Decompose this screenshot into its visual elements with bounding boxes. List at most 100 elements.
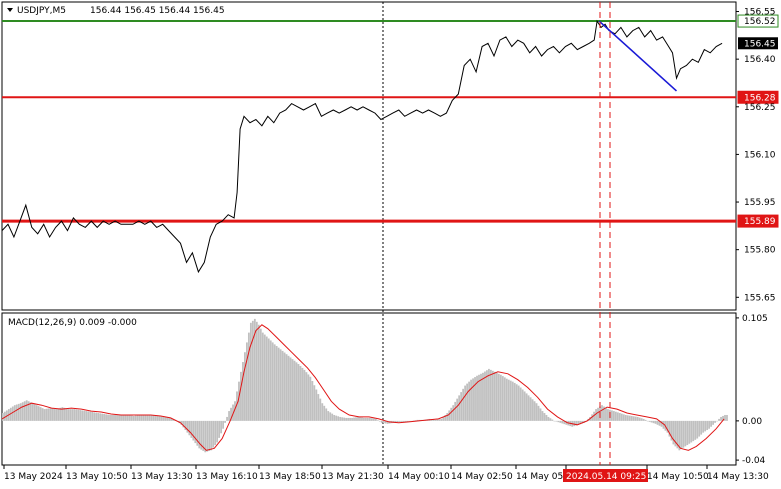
time-tick-label: 14 May 00:10 (388, 472, 450, 482)
macd-bar (130, 415, 133, 421)
macd-bar (545, 414, 548, 421)
blue-trendline (598, 20, 678, 92)
macd-bar (200, 420, 203, 450)
macd-bar (442, 416, 445, 421)
macd-bar (535, 403, 538, 421)
macd-bar (182, 420, 185, 428)
macd-bar (654, 420, 657, 424)
macd-bar (95, 412, 98, 421)
macd-bar (359, 417, 361, 421)
macd-bar (513, 382, 516, 421)
macd-bar (593, 411, 595, 421)
macd-bar (557, 420, 560, 423)
macd-bar (714, 420, 716, 423)
symbol-label: USDJPY,M5 (17, 6, 66, 16)
macd-bar (620, 413, 623, 421)
macd-bar (670, 420, 673, 441)
macd-bar (3, 411, 6, 421)
macd-bar (658, 420, 661, 426)
macd-bar (73, 409, 76, 421)
macd-bar (486, 370, 488, 421)
macd-bar (184, 420, 187, 431)
macd-bar (126, 414, 129, 421)
time-tick-label: 13 May 2024 (4, 472, 63, 482)
macd-bar (539, 408, 542, 421)
macd-bar (345, 417, 347, 421)
macd-bar (672, 420, 675, 445)
macd-bar (23, 401, 26, 421)
macd-bar (208, 420, 211, 451)
time-tick-label: 14 May 13:30 (707, 472, 769, 482)
macd-bar (646, 420, 649, 422)
macd-bar (382, 420, 385, 424)
macd-bar (291, 359, 294, 421)
macd-bar (57, 408, 60, 421)
macd-bar (436, 419, 439, 421)
macd-signal-line (1, 324, 725, 451)
macd-bar (162, 416, 165, 421)
macd-bar (180, 420, 183, 425)
price-tick-label: 156.10 (744, 150, 776, 160)
triangle-down-icon[interactable] (7, 8, 13, 12)
time-tick-label: 13 May 21:30 (322, 472, 384, 482)
macd-bar (138, 414, 141, 421)
macd-bar (484, 371, 486, 421)
macd-bar (263, 334, 266, 421)
macd-bar (614, 411, 617, 421)
macd-bar (281, 350, 284, 421)
macd-bar (432, 419, 435, 421)
macd-bar (607, 409, 609, 421)
macd-bar (444, 414, 447, 421)
macd-bar (351, 417, 353, 421)
macd-bar (238, 381, 240, 421)
macd-bar (91, 412, 94, 421)
macd-bar (650, 420, 653, 423)
macd-bar (343, 417, 346, 421)
macd-bar (59, 407, 62, 421)
macd-bar (547, 416, 550, 421)
macd-bar (616, 412, 619, 421)
price-level-label: 155.89 (744, 217, 776, 227)
macd-bar (61, 407, 64, 421)
macd-bar (450, 407, 453, 421)
macd-bar (210, 420, 213, 451)
macd-bar (53, 408, 56, 421)
macd-bar (29, 402, 32, 421)
macd-bar (523, 391, 526, 421)
macd-bar (702, 420, 705, 433)
macd-bar (712, 420, 714, 425)
macd-bar (363, 417, 365, 421)
macd-bar (454, 401, 457, 421)
macd-bar (218, 420, 221, 438)
macd-bar (353, 417, 355, 421)
macd-bar (716, 420, 718, 422)
macd-bar (214, 420, 217, 446)
macd-bar (674, 420, 677, 447)
macd-bar (692, 420, 695, 442)
macd-bar (168, 417, 171, 421)
macd-bar (462, 388, 465, 421)
macd-bar (216, 420, 219, 443)
macd-bar (230, 407, 232, 421)
macd-bar (684, 420, 687, 447)
macd-bar (549, 418, 552, 421)
macd-bar (605, 407, 607, 421)
macd-tick-label: -0.04 (742, 456, 766, 466)
macd-bar (531, 399, 534, 421)
macd-bar (378, 420, 381, 422)
macd-bar (595, 409, 597, 421)
macd-bar (370, 418, 373, 421)
macd-bar (160, 416, 163, 421)
macd-bar (339, 416, 342, 421)
macd-bar (97, 413, 100, 421)
macd-bar (198, 420, 201, 449)
macd-bar (315, 389, 318, 421)
macd-bar (559, 420, 562, 423)
macd-bar (321, 403, 324, 421)
time-tick-label: 13 May 13:30 (131, 472, 193, 482)
macd-bar (468, 381, 470, 421)
macd-bar (662, 420, 665, 429)
macd-bar (458, 395, 461, 421)
macd-bar (682, 420, 685, 448)
